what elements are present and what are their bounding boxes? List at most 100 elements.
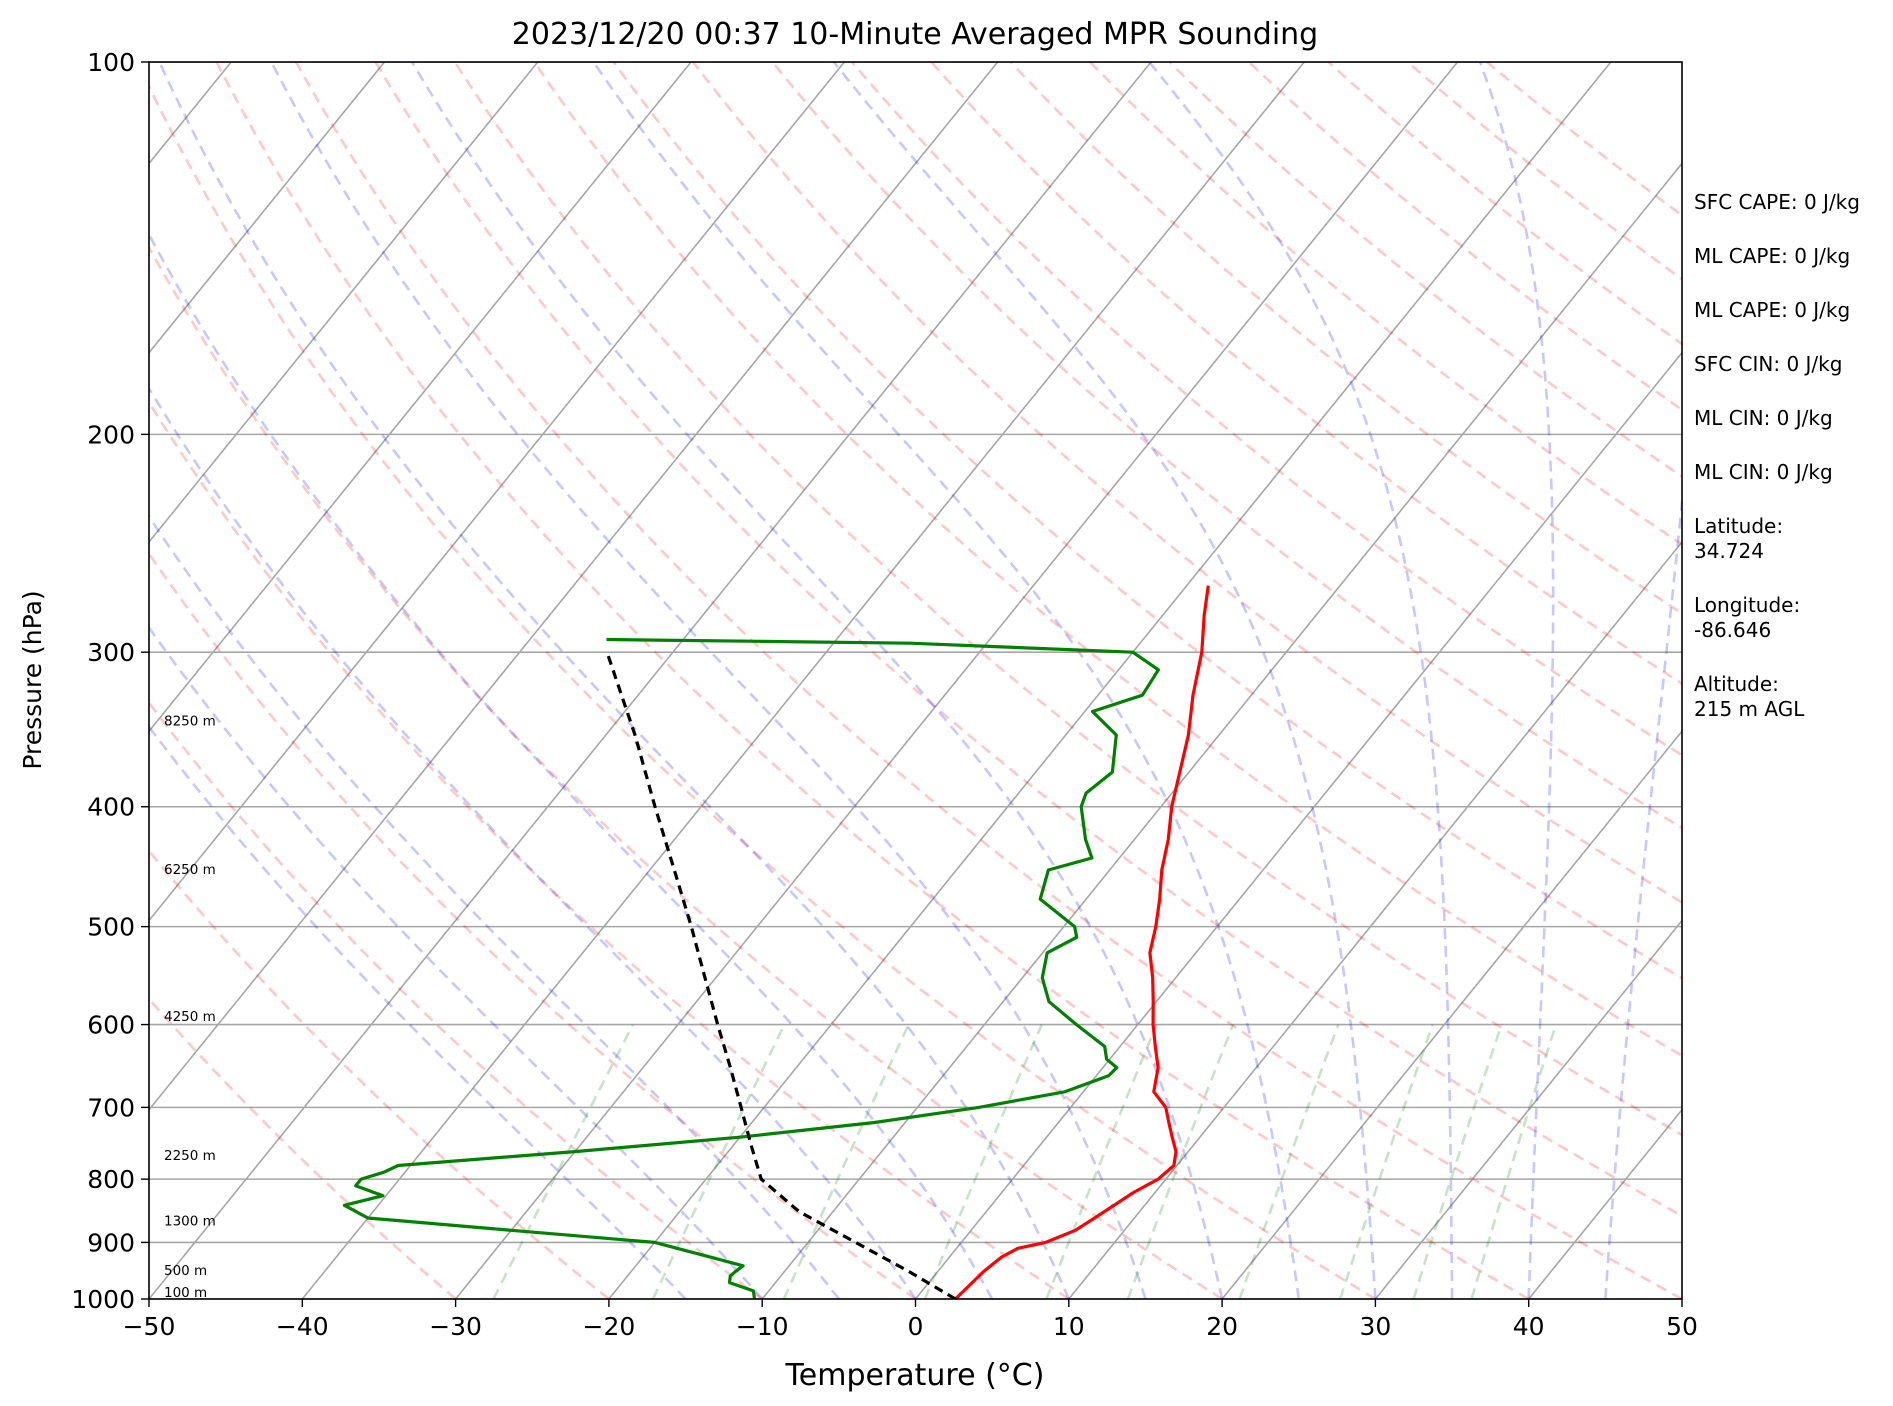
height-label: 100 m	[164, 1285, 207, 1301]
mixing-ratio-line	[1412, 1024, 1503, 1299]
moist-adiabat	[149, 385, 917, 1299]
mixing-ratio-line	[1045, 1024, 1158, 1299]
x-tick-label: 10	[1053, 1312, 1085, 1341]
height-label: 500 m	[164, 1263, 207, 1279]
y-tick-label: 300	[87, 638, 135, 667]
moist-adiabat	[592, 62, 1301, 1299]
moist-adiabat	[149, 724, 687, 1299]
y-tick-label: 100	[87, 48, 135, 77]
moist-adiabat	[1148, 62, 1454, 1299]
sounding-stats: SFC CAPE: 0 J/kg ML CAPE: 0 J/kg ML CAPE: …	[1694, 190, 1860, 721]
x-tick-label: 0	[908, 1312, 924, 1341]
height-label: 1300 m	[164, 1213, 216, 1229]
mixing-ratio-line	[1126, 1024, 1235, 1299]
height-label: 4250 m	[164, 1009, 216, 1025]
stat-annotation: ML CIN: 0 J/kg	[1694, 406, 1833, 430]
stat-line: 215 m AGL	[1694, 697, 1805, 721]
isotherm-20	[1221, 729, 1682, 1299]
isotherm--40	[301, 62, 1305, 1299]
height-labels: 100 m 500 m 1300 m 2250 m 4250 m 6250 m 8250 m	[164, 713, 216, 1301]
dewpoint-profile	[342, 637, 1160, 1299]
y-tick-label: 1000	[71, 1285, 135, 1314]
grid-layer	[149, 62, 1682, 1299]
moist-adiabat	[149, 514, 840, 1299]
stat-annotation: Altitude: 215 m AGL	[1694, 672, 1805, 721]
height-label: 8250 m	[164, 713, 216, 729]
stat-annotation: SFC CAPE: 0 J/kg	[1694, 190, 1860, 214]
y-axis-label: Pressure (hPa)	[18, 590, 47, 769]
mixing-ratio-line	[1470, 1024, 1558, 1299]
x-tick-label: −40	[276, 1312, 329, 1341]
stat-line: Altitude:	[1694, 672, 1779, 696]
stat-annotation: ML CIN: 0 J/kg	[1694, 460, 1833, 484]
y-tick-label: 600	[87, 1011, 135, 1040]
isotherm--100	[149, 62, 386, 354]
isotherm--60	[149, 62, 999, 1112]
dry-adiabat	[1327, 62, 1682, 346]
axis-layer: −50 −40 −30 −20 −10 0 10 20 30 40 50 1000 900 800 700 6…	[71, 48, 1698, 1341]
mixing-ratio-line	[1238, 1024, 1340, 1299]
stat-line: Longitude:	[1694, 593, 1800, 617]
x-tick-label: 50	[1666, 1312, 1698, 1341]
x-tick-label: −10	[736, 1312, 789, 1341]
data-layer	[342, 585, 1210, 1299]
stat-line: ML CAPE: 0 J/kg	[1694, 298, 1850, 322]
dry-adiabat	[850, 62, 1682, 757]
dry-adiabat	[149, 848, 610, 1299]
dry-adiabat	[612, 62, 1682, 980]
isotherm--70	[149, 62, 845, 922]
parcel-path	[605, 651, 957, 1299]
dry-adiabat	[1248, 62, 1682, 412]
dry-adiabat	[533, 62, 1682, 1058]
stat-line: SFC CAPE: 0 J/kg	[1694, 190, 1860, 214]
x-tick-label: 30	[1359, 1312, 1391, 1341]
isotherm-0	[914, 351, 1682, 1299]
height-label: 2250 m	[164, 1148, 216, 1164]
stat-annotation: ML CAPE: 0 J/kg	[1694, 244, 1850, 268]
mixing-ratio-line	[782, 1024, 910, 1299]
mixing-ratio-line	[492, 1024, 635, 1299]
moist-adiabat	[270, 62, 1147, 1299]
x-axis-label: Temperature (°C)	[785, 1358, 1045, 1393]
x-tick-label: 20	[1206, 1312, 1238, 1341]
moist-adiabat	[1478, 62, 1555, 1299]
y-tick-label: 200	[87, 420, 135, 449]
temperature-profile	[954, 585, 1210, 1299]
stat-annotation: Longitude: -86.646	[1694, 593, 1800, 642]
dry-adiabat	[374, 62, 1682, 1218]
dry-adiabat	[294, 62, 1682, 1299]
height-label: 6250 m	[164, 862, 216, 878]
stat-line: SFC CIN: 0 J/kg	[1694, 352, 1842, 376]
moist-adiabat	[1604, 489, 1682, 1299]
mixing-ratio-line	[651, 1024, 786, 1299]
isotherm--30	[454, 62, 1459, 1299]
chart-title: 2023/12/20 00:37 10-Minute Averaged MPR …	[512, 17, 1318, 52]
x-tick-label: 40	[1513, 1312, 1545, 1341]
dry-adiabat	[771, 62, 1682, 830]
y-tick-label: 700	[87, 1093, 135, 1122]
isotherm-10	[1068, 540, 1682, 1299]
stat-line: ML CIN: 0 J/kg	[1694, 406, 1833, 430]
stat-line: ML CAPE: 0 J/kg	[1694, 244, 1850, 268]
stat-line: Latitude:	[1694, 514, 1783, 538]
isotherm--10	[761, 162, 1682, 1299]
y-tick-label: 900	[87, 1228, 135, 1257]
x-tick-label: −50	[123, 1312, 176, 1341]
stat-line: -86.646	[1694, 618, 1771, 642]
stat-line: 34.724	[1694, 539, 1764, 563]
dry-adiabat	[453, 62, 1682, 1137]
dry-adiabat	[215, 62, 1530, 1299]
x-tick-label: −30	[429, 1312, 482, 1341]
stat-annotation: ML CAPE: 0 J/kg	[1694, 298, 1850, 322]
dry-adiabat	[1406, 62, 1682, 281]
moist-adiabat	[149, 231, 994, 1299]
isotherm--20	[608, 62, 1612, 1299]
moist-adiabat	[158, 62, 1070, 1299]
dry-adiabat	[149, 245, 1223, 1299]
dry-adiabat	[691, 62, 1682, 904]
isotherm-30	[1374, 919, 1682, 1299]
isotherm--90	[149, 62, 539, 544]
dry-adiabat	[149, 400, 1070, 1299]
